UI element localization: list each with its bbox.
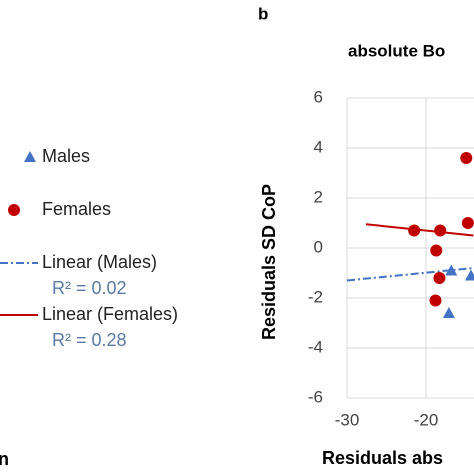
x-tick-label: -20 [414, 410, 439, 429]
point [465, 269, 474, 281]
r2-label: R² = 0.02 [52, 278, 127, 298]
legend-label: Females [42, 199, 111, 219]
point [434, 224, 447, 237]
legend-label: Males [42, 146, 90, 166]
y-tick-label: -6 [308, 387, 323, 406]
point [460, 152, 473, 164]
point [433, 272, 446, 284]
trendline [346, 267, 474, 282]
point [430, 244, 443, 257]
panel-label: b [258, 4, 268, 23]
panel-fragment: n [0, 449, 9, 469]
y-tick-label: 2 [314, 187, 323, 206]
y-tick-label: 0 [314, 237, 323, 256]
y-tick-label: 6 [314, 87, 323, 106]
r2-label: R² = 0.28 [52, 330, 127, 350]
y-tick-label: 4 [314, 137, 323, 156]
x-axis-label: Residuals abs [322, 448, 443, 468]
chart-title: absolute Bo [348, 41, 445, 60]
legend-marker [8, 204, 20, 216]
point [442, 307, 455, 318]
point [408, 224, 421, 237]
legend-marker [24, 151, 36, 162]
x-tick-label: -30 [335, 410, 360, 429]
point [461, 217, 474, 229]
point [429, 294, 442, 307]
point [445, 264, 458, 276]
y-tick-label: -4 [308, 337, 323, 356]
legend-label: Linear (Males) [42, 252, 157, 272]
y-axis-label: Residuals SD CoP [259, 184, 279, 340]
y-tick-label: -2 [308, 287, 323, 306]
legend-label: Linear (Females) [42, 304, 178, 324]
